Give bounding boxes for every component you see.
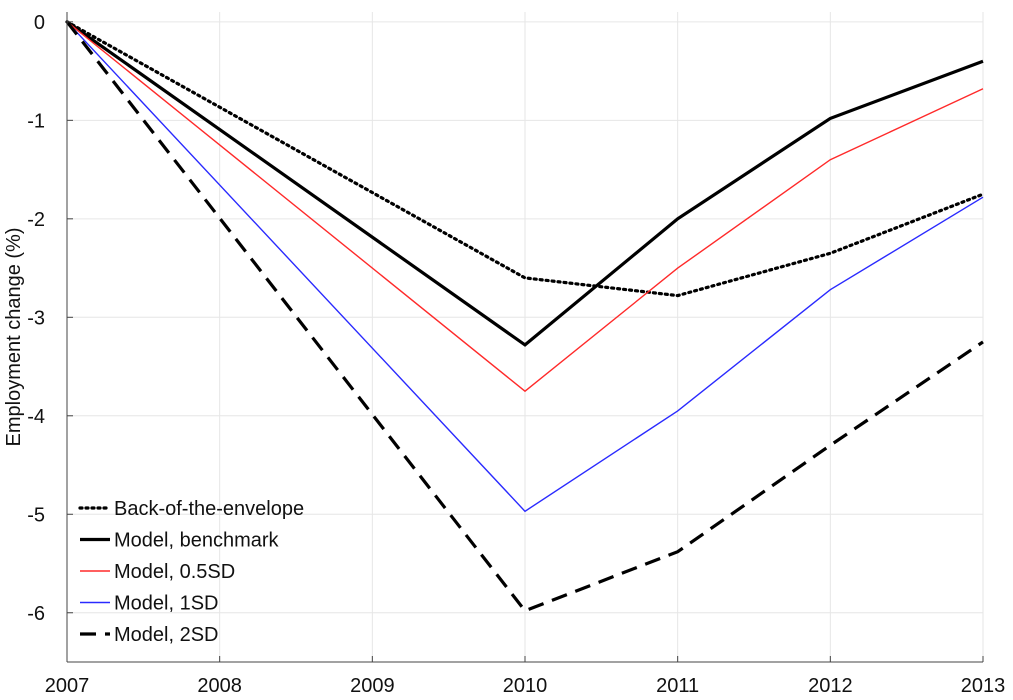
x-tick-label: 2008 <box>197 675 242 697</box>
y-tick-label: -5 <box>27 504 45 526</box>
x-tick-label: 2009 <box>350 675 395 697</box>
y-tick-label: -1 <box>27 110 45 132</box>
x-tick-label: 2007 <box>45 675 90 697</box>
y-axis-label: Employment change (%) <box>3 228 25 447</box>
series-lines <box>65 20 985 613</box>
grid <box>66 12 984 662</box>
series-line-3 <box>66 21 984 393</box>
series-line-2 <box>66 20 984 347</box>
legend: Back-of-the-envelope Model, benchmark Mode… <box>78 498 304 646</box>
legend-label-1: Back-of-the-envelope <box>114 498 304 520</box>
legend-label-4: Model, 1SD <box>114 593 219 615</box>
x-tick-label: 2012 <box>808 675 853 697</box>
axes: 2007 2008 2009 2010 2011 2012 2013 0 -1 -2 -3 -4 -5 -… <box>27 12 1005 697</box>
y-tick-label: -3 <box>27 307 45 329</box>
y-tick-label: -2 <box>27 209 45 231</box>
legend-label-3: Model, 0.5SD <box>114 561 235 583</box>
y-tick-label: -6 <box>27 603 45 625</box>
legend-label-5: Model, 2SD <box>114 624 219 646</box>
legend-label-2: Model, benchmark <box>114 530 280 552</box>
x-tick-label: 2010 <box>503 675 548 697</box>
y-tick-label: 0 <box>34 12 45 34</box>
x-tick-label: 2011 <box>656 675 699 697</box>
series-line-1 <box>65 20 985 298</box>
series-line-4 <box>66 21 984 513</box>
y-tick-label: -4 <box>27 406 45 428</box>
x-tick-label: 2013 <box>961 675 1006 697</box>
series-line-5 <box>65 20 984 613</box>
